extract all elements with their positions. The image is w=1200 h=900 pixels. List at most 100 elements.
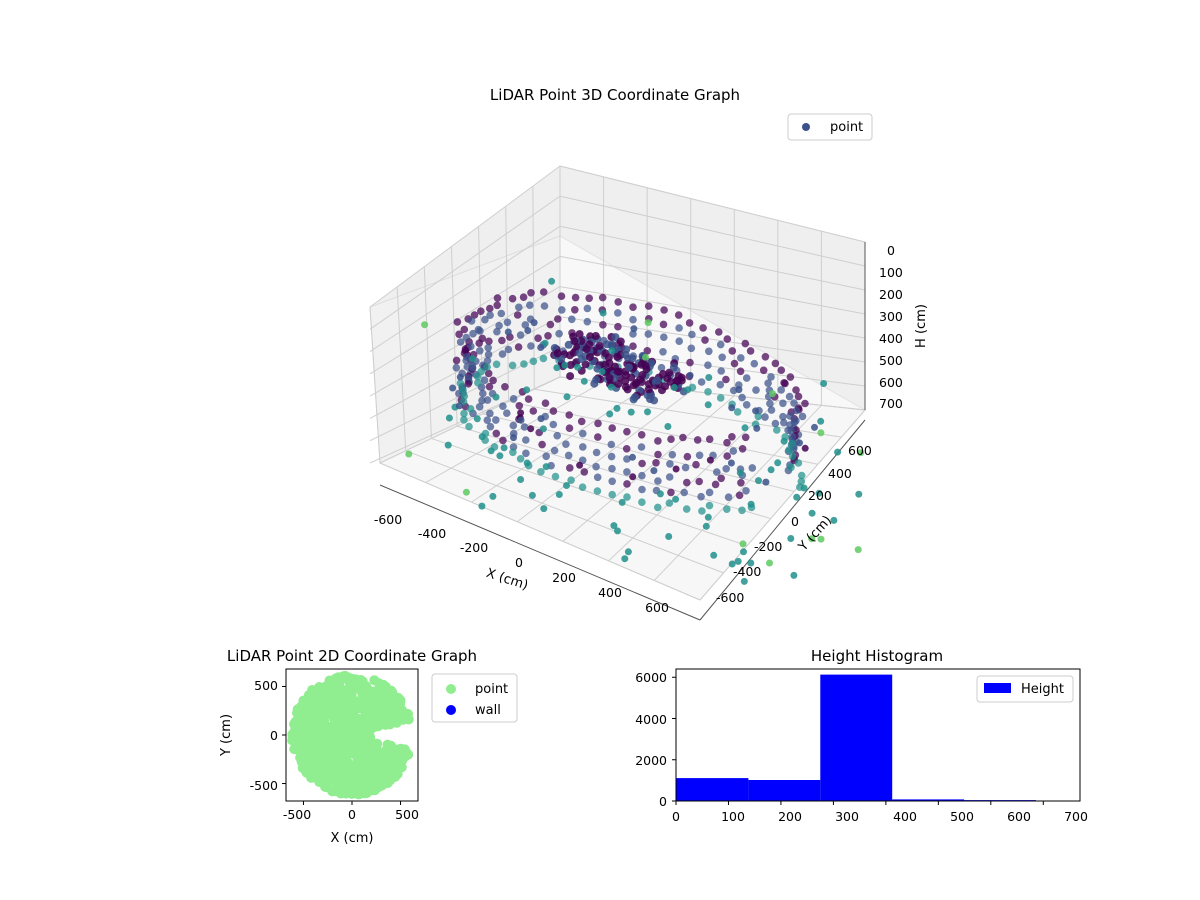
point-marker (815, 489, 823, 497)
plot3d-y-label: Y (cm) (795, 513, 835, 555)
point-marker (657, 363, 666, 372)
legend-marker-height (984, 683, 1011, 693)
point-marker (747, 500, 755, 508)
point-marker (638, 459, 646, 468)
y-tick: -500 (250, 778, 278, 793)
point-marker (544, 332, 552, 340)
y-tick: -600 (716, 590, 744, 605)
point-marker (687, 344, 696, 353)
point-marker (769, 390, 776, 398)
point-marker (594, 433, 602, 441)
point-marker (736, 367, 745, 376)
point-marker (455, 402, 463, 410)
point-marker (528, 491, 536, 499)
point-marker (623, 480, 631, 488)
point-marker (321, 683, 332, 694)
point-marker (546, 320, 555, 329)
point-marker (653, 376, 662, 385)
point-marker (705, 347, 713, 356)
point-marker (834, 448, 842, 456)
point-marker (516, 331, 525, 339)
point-marker (575, 349, 584, 357)
x-tick: 400 (893, 809, 917, 824)
point-marker (327, 707, 338, 718)
grid-line (405, 450, 724, 574)
legend-label-wall: wall (475, 703, 501, 718)
point-marker (729, 447, 738, 455)
point-marker (735, 386, 743, 394)
point-marker (509, 421, 518, 430)
point-marker (711, 480, 720, 489)
point-marker (539, 288, 548, 296)
point-marker (790, 399, 798, 407)
point-marker (548, 277, 556, 285)
point-marker (670, 384, 678, 391)
point-marker (614, 322, 622, 331)
point-marker (476, 327, 484, 335)
point-marker (307, 685, 318, 695)
point-marker (601, 349, 610, 358)
x-tick: -500 (283, 807, 311, 822)
point-marker (484, 350, 493, 359)
point-marker (644, 319, 652, 327)
point-marker (481, 315, 489, 324)
y-tick: 4000 (635, 712, 667, 727)
point-marker (456, 373, 464, 381)
point-marker (468, 355, 476, 363)
point-marker (324, 693, 335, 704)
grid-line (369, 165, 561, 308)
point-marker (644, 408, 651, 416)
point-marker (566, 464, 574, 472)
point-marker (517, 476, 525, 483)
point-marker (723, 505, 731, 513)
plot3d-z-ticks: 0 100 200 300 400 500 600 700 (879, 243, 903, 411)
hist-bar (676, 778, 749, 801)
point-marker (608, 464, 616, 473)
point-marker (710, 551, 718, 559)
point-marker (734, 557, 742, 565)
point-marker (592, 448, 601, 457)
grid-line (423, 266, 432, 439)
point-marker (526, 301, 534, 310)
point-marker (733, 408, 742, 416)
point-marker (686, 358, 694, 367)
plot3d-points (405, 277, 865, 585)
point-marker (605, 359, 614, 368)
point-marker (477, 307, 485, 316)
grid-line (559, 165, 866, 243)
point-marker (365, 732, 376, 743)
point-marker (660, 306, 668, 314)
point-marker (498, 336, 506, 345)
point-marker (637, 443, 646, 451)
point-marker (456, 338, 465, 346)
y-tick: 6000 (635, 670, 667, 685)
point-marker (593, 487, 602, 495)
point-marker (449, 384, 457, 392)
point-marker (766, 559, 773, 567)
point-marker (564, 451, 573, 460)
point-marker (570, 337, 579, 346)
point-marker (598, 368, 606, 376)
point-marker (748, 464, 757, 472)
point-marker (692, 460, 700, 469)
point-marker (483, 363, 491, 371)
point-marker (717, 367, 725, 375)
grid-line (379, 376, 561, 464)
plot2d-title: LiDAR Point 2D Coordinate Graph (227, 647, 477, 665)
point-marker (695, 451, 704, 460)
point-marker (737, 354, 745, 362)
plot-histogram: Height Histogram 0 100 200 300 400 500 6… (635, 647, 1088, 824)
point-marker (486, 311, 494, 320)
y-tick: 200 (808, 488, 832, 503)
y-tick: 500 (254, 678, 278, 693)
point-marker (697, 492, 705, 501)
point-marker (740, 577, 748, 585)
point-marker (541, 339, 549, 347)
x-tick: 100 (721, 809, 745, 824)
point-marker (484, 369, 493, 378)
point-marker (509, 395, 518, 403)
point-marker (467, 317, 476, 325)
point-marker (607, 452, 616, 461)
point-marker (527, 289, 535, 297)
point-marker (738, 506, 746, 515)
